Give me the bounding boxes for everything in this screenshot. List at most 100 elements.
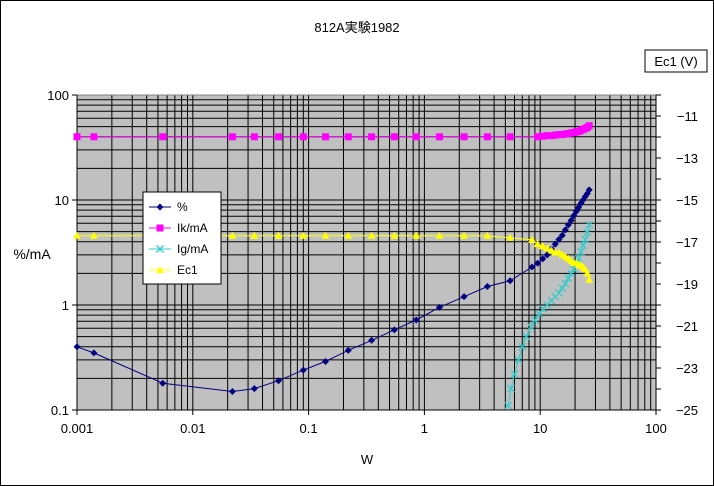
legend-marker [156,266,164,273]
data-point [299,133,307,141]
data-point [554,289,563,297]
legend-label: Ik/mA [177,221,208,235]
data-point [250,133,258,141]
legend: % Ik/mA Ig/mA Ec1 [142,191,222,285]
data-point [561,226,569,234]
data-point [390,133,398,141]
data-point [228,133,236,141]
data-point [483,283,491,291]
data-point [583,228,592,237]
y-tick-label: 0.1 [51,403,69,418]
data-point [551,240,559,248]
data-point [514,355,523,364]
x-tick-label: 0.001 [61,421,94,436]
data-point [534,259,542,267]
data-point [322,133,330,141]
data-point [412,133,420,141]
data-point [90,349,98,357]
data-point [506,233,515,241]
axes [72,94,661,415]
data-point [228,388,236,396]
data-point [435,133,443,141]
x-tick-label: 10 [533,421,547,436]
data-point [412,316,420,324]
data-point [90,133,98,141]
x-tick-label: 0.1 [300,421,318,436]
y2-tick-labels: −11 −13 −15 −17 −19 −21 −23 −25 [676,109,698,418]
data-point [73,231,81,239]
y2-tick-label: −13 [676,151,698,166]
data-point [558,231,566,239]
data-point [567,269,576,278]
data-point [344,346,352,354]
data-point [321,231,330,239]
data-point [322,357,330,365]
data-point [299,366,307,374]
series-left-2 [504,220,594,410]
x-tick-label: 0.01 [180,421,205,436]
data-point [522,332,531,341]
y-tick-label: 100 [47,88,69,103]
data-point [585,122,593,130]
data-point [159,133,167,141]
legend-item: Ig/mA [149,242,208,256]
data-point [507,384,515,393]
data-point [528,235,537,243]
data-point [551,131,559,139]
data-point [533,240,542,248]
data-point [159,379,167,387]
data-point [538,242,547,250]
legend-label: Ec1 [177,263,198,277]
data-point [543,132,551,140]
y2-tick-label: −11 [677,109,698,124]
data-point [73,133,81,141]
data-point [368,133,376,141]
data-point [390,231,399,239]
data-point [558,284,567,293]
data-point [539,255,547,263]
y2-tick-label: −15 [676,193,698,208]
y-tick-label: 10 [55,193,69,208]
data-point [89,231,98,239]
data-point [539,132,547,140]
data-point [564,274,573,283]
y2-tick-label: −21 [676,319,698,334]
data-point [506,277,514,285]
legend-item: Ik/mA [149,221,208,235]
data-point [460,293,468,301]
data-point [585,220,594,229]
data-point [528,263,536,271]
x-axis-label: W [361,452,374,467]
legend-marker [156,245,164,253]
data-point [250,231,259,239]
data-point [530,316,539,324]
series-left-1 [73,122,593,141]
data-point [504,401,513,410]
data-point [274,231,283,239]
y-tick-labels: 0.1 1 10 100 [47,88,69,418]
data-point [299,231,308,239]
data-point [73,343,81,351]
data-point [543,244,552,252]
data-point [585,275,594,283]
legend-label: % [177,200,188,214]
y2-tick-label: −23 [676,361,698,376]
data-point [534,133,542,141]
data-point [564,221,572,229]
data-point [435,231,444,239]
y2-axis-label: Ec1 (V) [654,54,697,69]
data-point [344,133,352,141]
series-right-3 [73,231,594,283]
data-point [367,231,376,239]
data-point [567,216,575,224]
data-point [275,377,283,385]
legend-marker [156,203,164,211]
data-point [483,133,491,141]
legend-marker [156,224,164,232]
data-point [368,336,376,344]
legend-item: Ec1 [149,263,198,277]
data-point [483,231,492,239]
data-point [344,231,353,239]
data-point [412,231,421,239]
